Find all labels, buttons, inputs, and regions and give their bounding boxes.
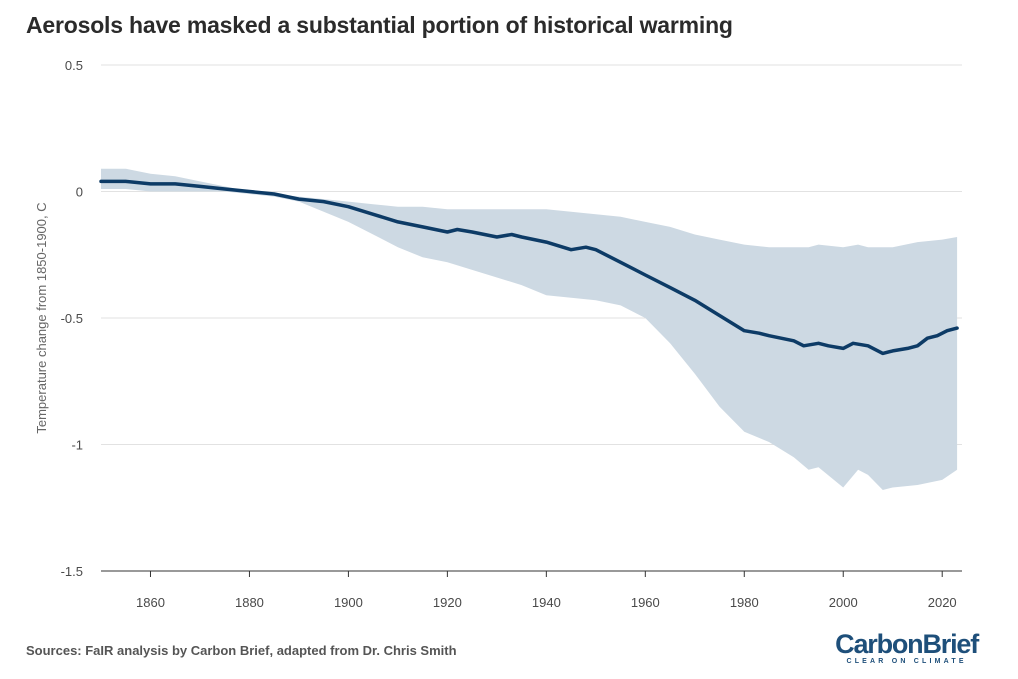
y-tick-label: -1: [71, 438, 83, 453]
central-estimate-line: [99, 179, 959, 356]
chart-title: Aerosols have masked a substantial porti…: [26, 12, 733, 38]
x-tick-label: 1960: [631, 595, 660, 610]
x-tick-label: 2020: [928, 595, 957, 610]
x-tick-label: 1860: [136, 595, 165, 610]
y-tick-label: -1.5: [61, 564, 83, 579]
x-tick-label: 1900: [334, 595, 363, 610]
x-tick-label: 1880: [235, 595, 264, 610]
logo-tagline: CLEAR ON CLIMATE: [846, 658, 967, 665]
y-tick-label: 0: [76, 185, 83, 200]
axis-ticks: 0.5 0 -0.5 -1 -1.5 1860 1880 1900 1920 1940 1960 19…: [61, 58, 957, 610]
y-tick-label: -0.5: [61, 311, 83, 326]
x-tick-label: 1980: [730, 595, 759, 610]
logo-wordmark: CarbonBrief: [835, 629, 979, 659]
x-tick-label: 1920: [433, 595, 462, 610]
uncertainty-band: [101, 168, 958, 490]
source-note: Sources: FaIR analysis by Carbon Brief, …: [26, 643, 457, 658]
x-tick-label: 2000: [829, 595, 858, 610]
carbonbrief-logo: CarbonBrief CLEAR ON CLIMATE: [835, 629, 979, 666]
y-axis-label: Temperature change from 1850-1900, C: [34, 202, 49, 433]
y-tick-label: 0.5: [65, 58, 83, 73]
x-tick-label: 1940: [532, 595, 561, 610]
